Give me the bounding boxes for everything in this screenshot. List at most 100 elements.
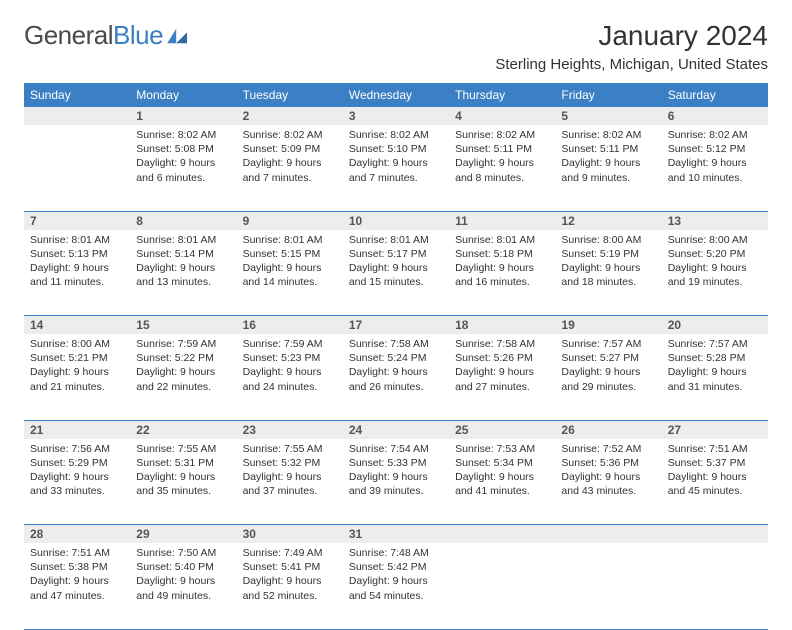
day-content: Sunrise: 8:01 AMSunset: 5:14 PMDaylight:… [130,230,236,296]
daylight-line-2: and 47 minutes. [30,589,124,603]
dow-header: Saturday [662,83,768,107]
daynum-cell: 3 [343,107,449,125]
day-cell [24,125,130,211]
sunrise-line: Sunrise: 8:02 AM [561,128,655,142]
sunrise-line: Sunrise: 8:00 AM [30,337,124,351]
sunrise-line: Sunrise: 8:01 AM [30,233,124,247]
day-content: Sunrise: 7:49 AMSunset: 5:41 PMDaylight:… [237,543,343,609]
sunset-line: Sunset: 5:11 PM [455,142,549,156]
daylight-line-2: and 15 minutes. [349,275,443,289]
sunrise-line: Sunrise: 8:01 AM [136,233,230,247]
day-cell: Sunrise: 7:57 AMSunset: 5:28 PMDaylight:… [662,334,768,420]
sunrise-line: Sunrise: 7:57 AM [561,337,655,351]
daynum-row: 123456 [24,107,768,125]
day-cell: Sunrise: 8:01 AMSunset: 5:18 PMDaylight:… [449,230,555,316]
sunset-line: Sunset: 5:41 PM [243,560,337,574]
daylight-line-2: and 22 minutes. [136,380,230,394]
sunset-line: Sunset: 5:20 PM [668,247,762,261]
day-content: Sunrise: 7:55 AMSunset: 5:32 PMDaylight:… [237,439,343,505]
daylight-line-1: Daylight: 9 hours [455,261,549,275]
daylight-line-2: and 37 minutes. [243,484,337,498]
day-content: Sunrise: 7:59 AMSunset: 5:22 PMDaylight:… [130,334,236,400]
daylight-line-1: Daylight: 9 hours [243,156,337,170]
day-cell: Sunrise: 7:49 AMSunset: 5:41 PMDaylight:… [237,543,343,629]
daynum-cell [555,525,661,544]
daylight-line-1: Daylight: 9 hours [668,261,762,275]
sunset-line: Sunset: 5:23 PM [243,351,337,365]
daylight-line-1: Daylight: 9 hours [455,156,549,170]
day-content: Sunrise: 8:01 AMSunset: 5:15 PMDaylight:… [237,230,343,296]
daynum-cell: 4 [449,107,555,125]
sunrise-line: Sunrise: 8:02 AM [243,128,337,142]
sunrise-line: Sunrise: 7:56 AM [30,442,124,456]
daylight-line-2: and 35 minutes. [136,484,230,498]
sunrise-line: Sunrise: 7:49 AM [243,546,337,560]
daylight-line-2: and 43 minutes. [561,484,655,498]
sunrise-line: Sunrise: 7:55 AM [243,442,337,456]
daylight-line-1: Daylight: 9 hours [668,365,762,379]
daynum-cell: 7 [24,211,130,230]
daylight-line-1: Daylight: 9 hours [349,365,443,379]
dow-row: SundayMondayTuesdayWednesdayThursdayFrid… [24,83,768,107]
week-content-row: Sunrise: 7:51 AMSunset: 5:38 PMDaylight:… [24,543,768,629]
day-cell: Sunrise: 7:55 AMSunset: 5:31 PMDaylight:… [130,439,236,525]
daylight-line-1: Daylight: 9 hours [243,574,337,588]
daylight-line-2: and 33 minutes. [30,484,124,498]
sunrise-line: Sunrise: 7:48 AM [349,546,443,560]
sunset-line: Sunset: 5:32 PM [243,456,337,470]
day-content: Sunrise: 7:57 AMSunset: 5:28 PMDaylight:… [662,334,768,400]
dow-header: Wednesday [343,83,449,107]
daynum-cell: 22 [130,420,236,439]
daylight-line-2: and 9 minutes. [561,171,655,185]
week-content-row: Sunrise: 7:56 AMSunset: 5:29 PMDaylight:… [24,439,768,525]
day-cell [662,543,768,629]
logo-word-2: Blue [113,20,163,50]
sunset-line: Sunset: 5:19 PM [561,247,655,261]
daynum-cell [24,107,130,125]
sunset-line: Sunset: 5:24 PM [349,351,443,365]
week-content-row: Sunrise: 8:02 AMSunset: 5:08 PMDaylight:… [24,125,768,211]
sunrise-line: Sunrise: 7:59 AM [136,337,230,351]
daynum-cell: 12 [555,211,661,230]
day-cell: Sunrise: 8:01 AMSunset: 5:14 PMDaylight:… [130,230,236,316]
daylight-line-1: Daylight: 9 hours [30,470,124,484]
dow-header: Thursday [449,83,555,107]
sunset-line: Sunset: 5:14 PM [136,247,230,261]
daynum-cell: 18 [449,316,555,335]
daynum-cell: 11 [449,211,555,230]
daynum-cell: 25 [449,420,555,439]
day-content: Sunrise: 8:00 AMSunset: 5:20 PMDaylight:… [662,230,768,296]
day-cell: Sunrise: 8:02 AMSunset: 5:11 PMDaylight:… [449,125,555,211]
sunset-line: Sunset: 5:42 PM [349,560,443,574]
daynum-cell [449,525,555,544]
day-content: Sunrise: 7:59 AMSunset: 5:23 PMDaylight:… [237,334,343,400]
sunset-line: Sunset: 5:08 PM [136,142,230,156]
day-cell: Sunrise: 8:00 AMSunset: 5:20 PMDaylight:… [662,230,768,316]
sunrise-line: Sunrise: 8:01 AM [349,233,443,247]
daylight-line-2: and 21 minutes. [30,380,124,394]
sunset-line: Sunset: 5:10 PM [349,142,443,156]
day-content: Sunrise: 7:58 AMSunset: 5:26 PMDaylight:… [449,334,555,400]
day-cell: Sunrise: 7:58 AMSunset: 5:24 PMDaylight:… [343,334,449,420]
sunset-line: Sunset: 5:26 PM [455,351,549,365]
sunrise-line: Sunrise: 7:58 AM [455,337,549,351]
location: Sterling Heights, Michigan, United State… [495,56,768,73]
day-content: Sunrise: 8:02 AMSunset: 5:11 PMDaylight:… [449,125,555,191]
sunset-line: Sunset: 5:13 PM [30,247,124,261]
daynum-cell: 1 [130,107,236,125]
daynum-row: 78910111213 [24,211,768,230]
logo-text: GeneralBlue [24,20,163,51]
daylight-line-1: Daylight: 9 hours [136,156,230,170]
calendar-table: SundayMondayTuesdayWednesdayThursdayFrid… [24,83,768,630]
sunset-line: Sunset: 5:17 PM [349,247,443,261]
daynum-row: 21222324252627 [24,420,768,439]
daylight-line-1: Daylight: 9 hours [30,365,124,379]
day-content: Sunrise: 8:02 AMSunset: 5:08 PMDaylight:… [130,125,236,191]
sunset-line: Sunset: 5:21 PM [30,351,124,365]
day-content: Sunrise: 8:01 AMSunset: 5:18 PMDaylight:… [449,230,555,296]
daylight-line-2: and 13 minutes. [136,275,230,289]
title-block: January 2024 Sterling Heights, Michigan,… [495,20,768,73]
daylight-line-2: and 18 minutes. [561,275,655,289]
sunrise-line: Sunrise: 7:51 AM [668,442,762,456]
dow-header: Sunday [24,83,130,107]
